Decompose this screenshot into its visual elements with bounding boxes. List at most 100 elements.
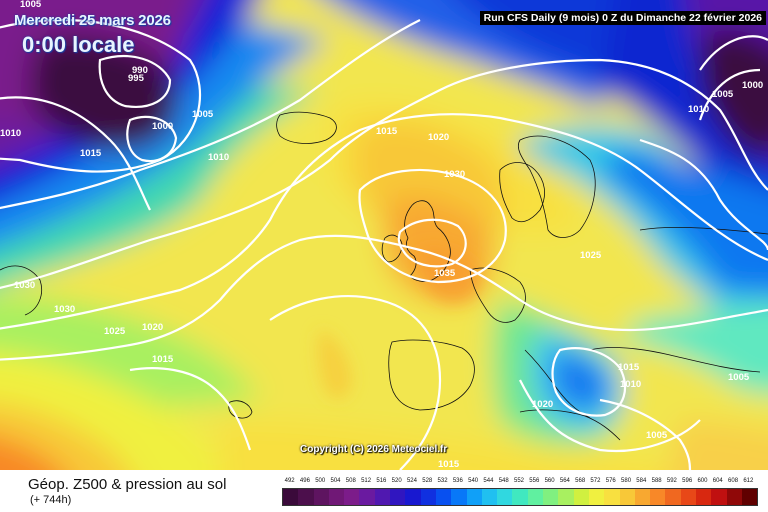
isobar-label: 1020 [142,322,163,333]
scale-swatch [588,489,605,505]
geopotential-detail [317,248,481,399]
isobar-label: 1000 [742,80,763,91]
scale-label: 504 [330,478,341,484]
isobar-label: 1005 [20,0,42,10]
isobar-label: 1030 [54,304,75,315]
scale-swatch [283,489,299,505]
scale-label: 516 [376,478,387,484]
scale-label: 612 [743,478,754,484]
forecast-date: Mercredi 25 mars 2026 [14,12,171,29]
scale-label: 600 [697,478,708,484]
legend-subtitle: (+ 744h) [30,494,72,506]
scale-swatch [696,489,712,505]
scale-swatch [466,489,482,505]
scale-swatch [405,489,421,505]
scale-swatch [497,489,513,505]
isobar-label: 1010 [688,104,709,115]
scale-swatch [298,489,314,505]
scale-label: 492 [284,478,295,484]
isobar-label: 1005 [712,89,734,100]
scale-swatch [619,489,635,505]
scale-swatch [451,489,467,505]
isobar-label: 1025 [580,250,602,261]
scale-label: 588 [651,478,662,484]
scale-label: 596 [682,478,693,484]
scale-label: 548 [498,478,509,484]
isobar-label: 1000 [152,121,173,132]
isobar-label: 1030 [444,169,465,180]
isobar-label: 1025 [104,326,126,337]
scale-swatch [711,489,727,505]
scale-label: 552 [513,478,525,484]
isobar-label: 1010 [208,152,229,163]
isobar-label: 1020 [428,132,449,143]
scale-swatch [527,489,544,505]
scale-swatch [435,489,452,505]
map-canvas: 1005 990 995 1000 1005 1010 1015 1010 10… [0,0,768,470]
scale-label: 556 [529,478,540,484]
scale-swatch [481,489,498,505]
scale-swatch [741,489,758,505]
isobar-label: 1005 [646,430,668,441]
isobar-label: 1005 [728,372,750,383]
scale-label: 536 [452,478,463,484]
scale-label: 544 [483,478,494,484]
scale-swatch [558,489,574,505]
scale-label: 532 [437,478,448,484]
isobar-label: 1015 [618,362,640,373]
scale-swatch [634,489,651,505]
scale-swatch [650,489,666,505]
scale-swatch [344,489,360,505]
forecast-time: 0:00 locale [22,32,135,57]
scale-swatch [543,489,559,505]
scale-label: 540 [468,478,479,484]
isobar-label: 990 [132,65,148,76]
scale-swatch [374,489,391,505]
scale-label: 592 [666,478,677,484]
color-scale [282,488,758,506]
scale-swatch [420,489,436,505]
scale-swatch [359,489,375,505]
legend-bar: Géop. Z500 & pression au sol (+ 744h) 49… [0,470,768,512]
isobar-label: 1015 [80,148,102,159]
scale-label: 508 [345,478,356,484]
isobar-label: 1015 [376,126,398,137]
isobar-label: 1035 [434,268,456,279]
isobar-label: 1015 [438,459,460,470]
isobar-label: 1015 [152,354,174,365]
scale-label: 496 [299,478,310,484]
scale-swatch [680,489,697,505]
isobar-label: 1030 [14,280,35,291]
color-scale-labels: 492 496 500 504 508 512 516 520 524 528 532 536 540 5… [282,478,756,488]
scale-swatch [512,489,528,505]
isobars [0,18,768,470]
scale-label: 584 [636,478,647,484]
scale-label: 512 [361,478,372,484]
scale-label: 580 [621,478,632,484]
scale-label: 568 [575,478,586,484]
scale-label: 576 [605,478,616,484]
scale-label: 572 [590,478,601,484]
scale-swatch [665,489,681,505]
isobar-label: 1020 [532,399,553,410]
scale-swatch [390,489,406,505]
scale-label: 528 [422,478,433,484]
run-info: Run CFS Daily (9 mois) 0 Z du Dimanche 2… [479,11,766,25]
isobar-label: 1010 [620,379,641,390]
scale-label: 604 [712,478,723,484]
legend-title: Géop. Z500 & pression au sol [28,476,227,493]
isobar-labels: 1005 990 995 1000 1005 1010 1015 1010 10… [0,0,763,470]
isobar-label: 995 [128,73,145,84]
scale-swatch [328,489,345,505]
scale-label: 520 [391,478,402,484]
scale-swatch [573,489,589,505]
scale-label: 560 [544,478,555,484]
scale-label: 524 [406,478,417,484]
scale-swatch [726,489,742,505]
isobar-label: 1005 [192,109,214,120]
scale-swatch [313,489,329,505]
scale-label: 608 [728,478,739,484]
geopotential-field [0,0,768,470]
weather-map: 1005 990 995 1000 1005 1010 1015 1010 10… [0,0,768,470]
scale-swatch [604,489,620,505]
